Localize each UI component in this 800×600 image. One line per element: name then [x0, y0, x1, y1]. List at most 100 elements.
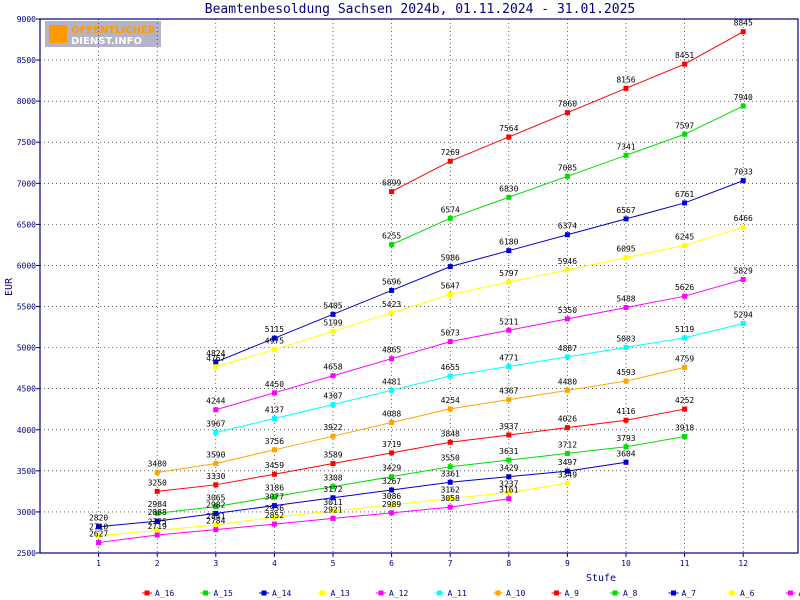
y-tick-label: 6000: [17, 261, 36, 270]
data-point-a-13: [447, 291, 453, 297]
data-point-a-13: [740, 224, 746, 230]
data-point-a-7: [389, 487, 395, 493]
data-point-a-5: [96, 540, 102, 546]
data-label-a-6: 3011: [323, 498, 342, 507]
data-label-a-10: 3590: [206, 450, 225, 459]
data-point-a-11: [564, 354, 570, 360]
data-label-a-10: 3922: [323, 423, 342, 432]
data-label-a-10: 4367: [499, 387, 518, 396]
legend-label-a-12: A_12: [389, 589, 408, 598]
series-line-a-7: [98, 461, 627, 528]
data-point-a-15: [389, 242, 395, 248]
data-label-a-10: 4593: [616, 368, 635, 377]
data-label-a-14: 7033: [734, 168, 753, 177]
data-label-a-14: 6374: [558, 222, 577, 231]
legend-marker-a-16: [144, 590, 150, 596]
data-label-a-11: 5003: [616, 334, 635, 343]
data-label-a-8: 2984: [148, 500, 167, 509]
data-label-a-16: 8156: [616, 75, 635, 84]
data-label-a-7: 3172: [323, 485, 342, 494]
data-label-a-13: 5199: [323, 318, 342, 327]
data-label-a-12: 4450: [265, 380, 284, 389]
data-label-a-15: 6574: [441, 205, 460, 214]
legend-marker-a-6: [729, 590, 735, 596]
legend-label-a-5: A_5: [799, 589, 800, 598]
data-label-a-10: 3756: [265, 437, 284, 446]
data-label-a-8: 3065: [206, 494, 225, 503]
data-point-a-10: [447, 406, 453, 412]
data-label-a-14: 5696: [382, 277, 401, 286]
data-label-a-9: 3330: [206, 472, 225, 481]
data-point-a-14: [447, 264, 453, 270]
data-point-a-5: [389, 510, 395, 516]
x-tick-label: 5: [331, 559, 336, 568]
data-point-a-16: [447, 158, 453, 164]
data-label-a-7: 2982: [206, 500, 225, 509]
legend-marker-a-11: [437, 590, 442, 596]
data-label-a-15: 7940: [734, 93, 753, 102]
data-point-a-16: [389, 189, 395, 195]
data-point-a-15: [447, 215, 453, 221]
data-label-a-5: 2784: [206, 517, 225, 526]
data-point-a-6: [564, 480, 570, 486]
y-tick-label: 9000: [17, 15, 36, 24]
data-label-a-11: 3967: [206, 419, 225, 428]
data-label-a-13: 5797: [499, 269, 518, 278]
data-label-a-10: 3480: [148, 459, 167, 468]
data-point-a-5: [271, 521, 277, 527]
legend-marker-a-13: [320, 590, 325, 596]
data-point-a-11: [506, 363, 512, 369]
legend-label-a-10: A_10: [506, 589, 525, 598]
data-point-a-14: [740, 178, 746, 184]
data-point-a-14: [506, 248, 512, 254]
legend-marker-a-9: [554, 590, 559, 596]
data-point-a-10: [564, 387, 570, 393]
data-label-a-13: 5946: [558, 257, 577, 266]
legend-label-a-16: A_16: [155, 589, 174, 598]
legend-label-a-8: A_8: [623, 589, 638, 598]
data-label-a-6: 2841: [206, 512, 225, 521]
data-point-a-7: [213, 510, 219, 516]
data-point-a-14: [389, 287, 395, 293]
data-point-a-9: [564, 425, 570, 431]
data-point-a-14: [213, 359, 219, 365]
data-point-a-5: [154, 532, 160, 538]
data-point-a-10: [506, 397, 512, 403]
data-point-a-6: [389, 502, 395, 508]
data-point-a-8: [623, 444, 629, 450]
data-point-a-13: [564, 267, 570, 273]
x-tick-label: 1: [96, 559, 101, 568]
data-label-a-11: 4307: [323, 392, 342, 401]
data-label-a-12: 4244: [206, 397, 225, 406]
data-label-a-12: 5488: [616, 295, 635, 304]
data-point-a-5: [506, 496, 512, 502]
data-point-a-11: [213, 429, 219, 435]
data-label-a-14: 5405: [323, 301, 342, 310]
data-point-a-6: [213, 522, 219, 528]
data-label-a-14: 5986: [441, 254, 460, 263]
data-point-a-10: [213, 460, 219, 466]
data-point-a-5: [330, 515, 336, 521]
data-point-a-5: [213, 527, 219, 533]
legend-marker-a-10: [495, 590, 501, 596]
data-point-a-16: [623, 85, 629, 91]
data-label-a-13: 6466: [734, 214, 753, 223]
data-label-a-12: 5350: [558, 306, 577, 315]
data-point-a-8: [330, 484, 336, 490]
data-point-a-9: [447, 439, 453, 445]
data-label-a-6: 3237: [499, 479, 518, 488]
data-point-a-13: [330, 328, 336, 334]
data-label-a-10: 4088: [382, 410, 401, 419]
legend-marker-a-5: [788, 590, 793, 596]
data-point-a-12: [389, 356, 395, 362]
legend-label-a-13: A_13: [331, 589, 350, 598]
data-point-a-7: [154, 518, 160, 524]
legend-label-a-11: A_11: [448, 589, 467, 598]
data-point-a-16: [740, 29, 746, 35]
data-point-a-8: [389, 474, 395, 480]
data-point-a-10: [271, 447, 277, 453]
data-point-a-15: [564, 173, 570, 179]
data-point-a-11: [389, 387, 395, 393]
data-point-a-15: [623, 152, 629, 158]
x-tick-label: 3: [213, 559, 218, 568]
